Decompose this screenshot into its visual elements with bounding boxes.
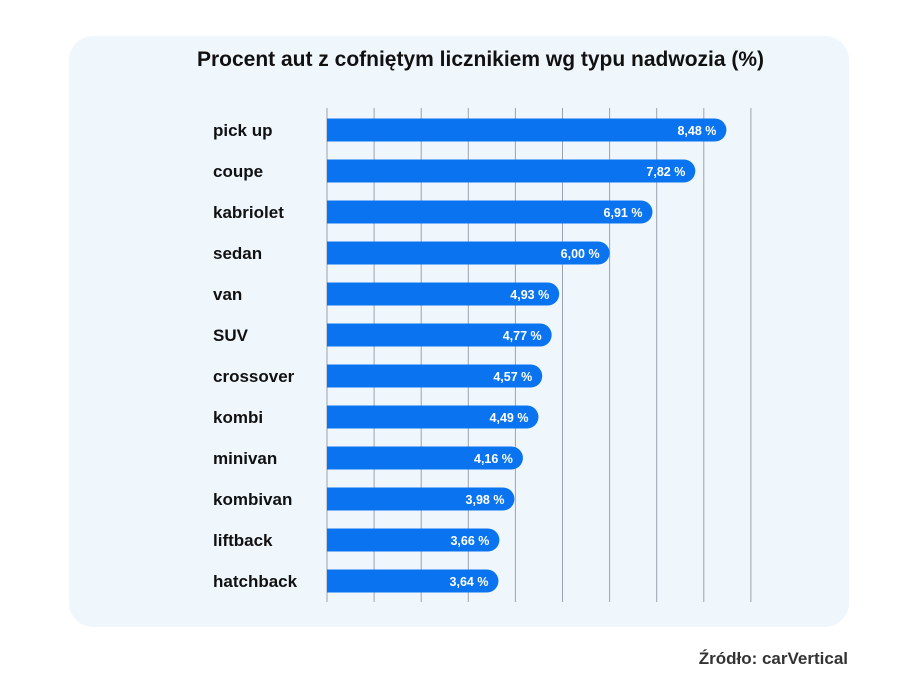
category-label: SUV [213, 326, 249, 345]
grid-lines [326, 108, 752, 602]
source-note: Źródło: carVertical [698, 649, 848, 668]
bar-value-label: 4,93 % [510, 288, 549, 302]
category-label: kombi [213, 408, 263, 427]
category-label: minivan [213, 449, 277, 468]
bar-value-label: 3,98 % [466, 493, 505, 507]
bar-kombi [327, 405, 539, 429]
bar-value-label: 7,82 % [646, 165, 685, 179]
bar-hatchback [327, 569, 499, 593]
bar-coupe [327, 159, 696, 183]
bars: 8,48 % 7,82 % 6,91 % 6,00 % 4,93 % 4,77 % 4,57… [327, 118, 727, 593]
category-label: kabriolet [213, 203, 284, 222]
category-label: van [213, 285, 242, 304]
category-label: hatchback [213, 572, 298, 591]
bar-kombivan [327, 487, 515, 511]
bar-liftback [327, 528, 500, 552]
bar-value-label: 4,16 % [474, 452, 513, 466]
bar-van [327, 282, 560, 306]
bar-minivan [327, 446, 523, 470]
category-labels: pick up coupe kabriolet sedan van SUV crossove… [213, 121, 298, 591]
bar-value-label: 6,00 % [561, 247, 600, 261]
category-label: coupe [213, 162, 263, 181]
bar-kabriolet [327, 200, 653, 224]
category-label: pick up [213, 121, 273, 140]
bar-value-label: 8,48 % [677, 124, 716, 138]
bar-value-label: 4,57 % [493, 370, 532, 384]
category-label: kombivan [213, 490, 292, 509]
bar-sedan [327, 241, 610, 265]
bar-pick-up [327, 118, 727, 142]
bar-value-label: 4,49 % [490, 411, 529, 425]
bar-crossover [327, 364, 543, 388]
category-label: liftback [213, 531, 273, 550]
bar-value-label: 4,77 % [503, 329, 542, 343]
bar-suv [327, 323, 552, 347]
bar-value-label: 6,91 % [604, 206, 643, 220]
chart-title: Procent aut z cofniętym licznikiem wg ty… [196, 48, 765, 71]
bar-value-label: 3,66 % [450, 534, 489, 548]
bar-value-label: 3,64 % [450, 575, 489, 589]
category-label: crossover [213, 367, 295, 386]
category-label: sedan [213, 244, 262, 263]
